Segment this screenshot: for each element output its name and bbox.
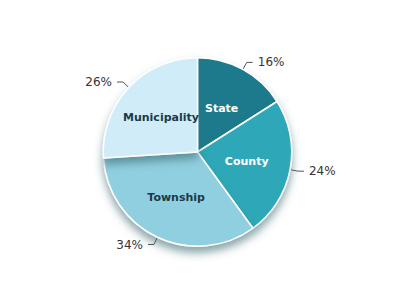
svg-text:Township: Township [147,191,205,204]
svg-text:State: State [205,102,238,115]
svg-text:16%: 16% [258,55,285,69]
svg-text:Municipality: Municipality [123,111,199,124]
svg-text:County: County [225,155,269,168]
svg-text:24%: 24% [309,164,336,178]
svg-text:34%: 34% [116,238,143,252]
svg-text:26%: 26% [85,75,112,89]
